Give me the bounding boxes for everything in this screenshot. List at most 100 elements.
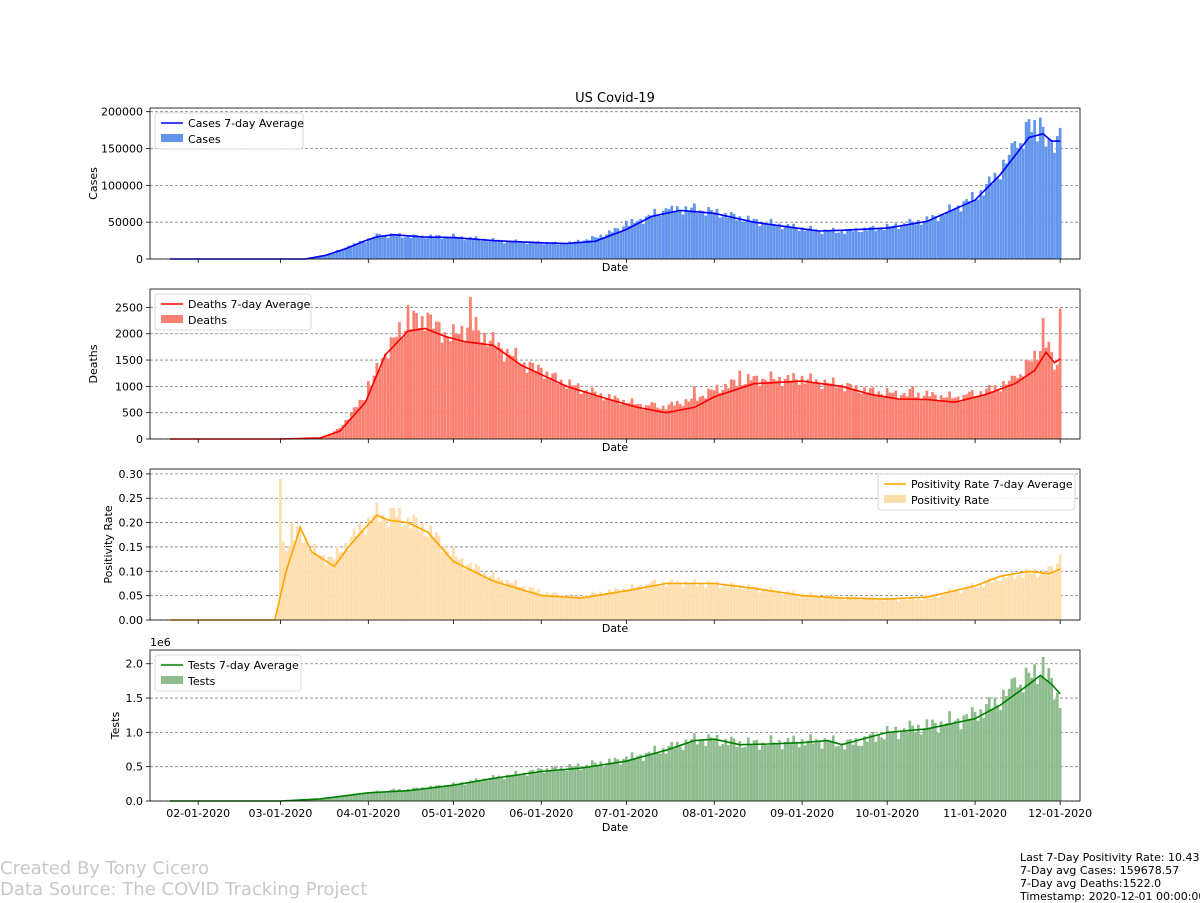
bar (809, 226, 812, 259)
bar (719, 393, 722, 439)
bar (863, 736, 866, 801)
bar (977, 397, 980, 439)
y-tick-label: 0.25 (119, 492, 144, 505)
bar (945, 397, 948, 439)
bar (645, 753, 648, 801)
bar (1056, 564, 1059, 620)
bar (869, 734, 872, 801)
bar (418, 238, 421, 259)
bar (954, 398, 957, 439)
bar (307, 549, 310, 620)
bar (673, 584, 676, 620)
bar (767, 591, 770, 620)
bar (594, 763, 597, 801)
bar (1019, 685, 1022, 801)
bar (517, 775, 520, 801)
bar (557, 771, 560, 801)
bar (804, 231, 807, 259)
bar (687, 743, 690, 801)
bar-sample (378, 234, 381, 259)
bar (461, 782, 464, 801)
bar (497, 342, 500, 439)
bar (1008, 575, 1011, 620)
bar (653, 403, 656, 439)
bar (821, 599, 824, 620)
bar (719, 588, 722, 620)
bar (784, 742, 787, 801)
x-tick-label: 12-01-2020 (1028, 807, 1092, 820)
bar (889, 393, 892, 439)
bar-sample (999, 581, 1002, 620)
bar (781, 749, 784, 801)
bar (761, 589, 764, 620)
bar (412, 234, 415, 259)
bar (806, 741, 809, 801)
bar (849, 596, 852, 620)
bar (991, 709, 994, 801)
bar (954, 208, 957, 259)
bar (753, 219, 756, 259)
bar (628, 760, 631, 801)
bar (937, 598, 940, 620)
bar (421, 316, 424, 439)
bar (996, 389, 999, 439)
bar (937, 733, 940, 801)
bar (954, 721, 957, 801)
bar (931, 215, 934, 259)
bar (585, 390, 588, 439)
bar (877, 598, 880, 620)
bar (903, 728, 906, 801)
bar (1050, 566, 1053, 620)
x-tick-label: 07-01-2020 (594, 807, 658, 820)
bar (582, 766, 585, 801)
bar (838, 598, 841, 620)
bar (852, 231, 855, 259)
bar (540, 244, 543, 259)
bar (288, 546, 291, 620)
bar (928, 396, 931, 439)
y-tick-label: 0.0 (126, 795, 144, 808)
bar (670, 579, 673, 620)
bar (721, 390, 724, 439)
bar (574, 766, 577, 801)
bar (378, 792, 381, 801)
bar (872, 226, 875, 259)
bar (463, 785, 466, 801)
bar-sample (1042, 318, 1045, 439)
bar (875, 742, 878, 801)
bar (750, 744, 753, 801)
bar (1025, 569, 1028, 620)
bar (656, 408, 659, 439)
bar-sample (625, 221, 628, 259)
bar (923, 729, 926, 801)
bar (509, 775, 512, 801)
bar (466, 328, 469, 439)
bar (1053, 699, 1056, 801)
bar (489, 576, 492, 620)
bar-sample (407, 305, 410, 439)
bar (458, 334, 461, 439)
x-tick-label: 02-01-2020 (166, 807, 230, 820)
stat-avg-deaths: 7-Day avg Deaths:1522.0 (1020, 877, 1200, 890)
bar (441, 787, 444, 801)
bar (880, 600, 883, 620)
y-axis-label: Cases (87, 167, 100, 200)
bar (920, 399, 923, 439)
bar (943, 725, 946, 801)
bar (1050, 352, 1053, 439)
bar (892, 226, 895, 259)
bar (821, 749, 824, 801)
bar (699, 740, 702, 801)
bar-sample (469, 297, 472, 439)
bar (410, 329, 413, 439)
bar (421, 523, 424, 620)
y-tick-label: 100000 (101, 179, 143, 192)
bar (670, 206, 673, 259)
bar (611, 763, 614, 801)
bar (719, 746, 722, 801)
bar (367, 238, 370, 259)
bar (588, 240, 591, 259)
bar (917, 597, 920, 620)
bar-sample (540, 368, 543, 439)
bar (687, 402, 690, 439)
